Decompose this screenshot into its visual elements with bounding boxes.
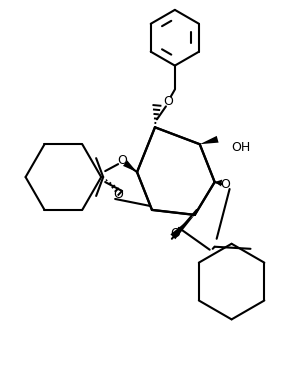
Polygon shape bbox=[123, 160, 137, 172]
Polygon shape bbox=[200, 136, 219, 144]
Text: O: O bbox=[117, 154, 127, 167]
Polygon shape bbox=[171, 215, 195, 239]
Text: O: O bbox=[221, 178, 231, 191]
Text: O: O bbox=[163, 95, 173, 108]
Polygon shape bbox=[215, 180, 222, 186]
Text: OH: OH bbox=[232, 141, 251, 154]
Text: O: O bbox=[170, 227, 180, 240]
Text: O: O bbox=[113, 188, 123, 201]
